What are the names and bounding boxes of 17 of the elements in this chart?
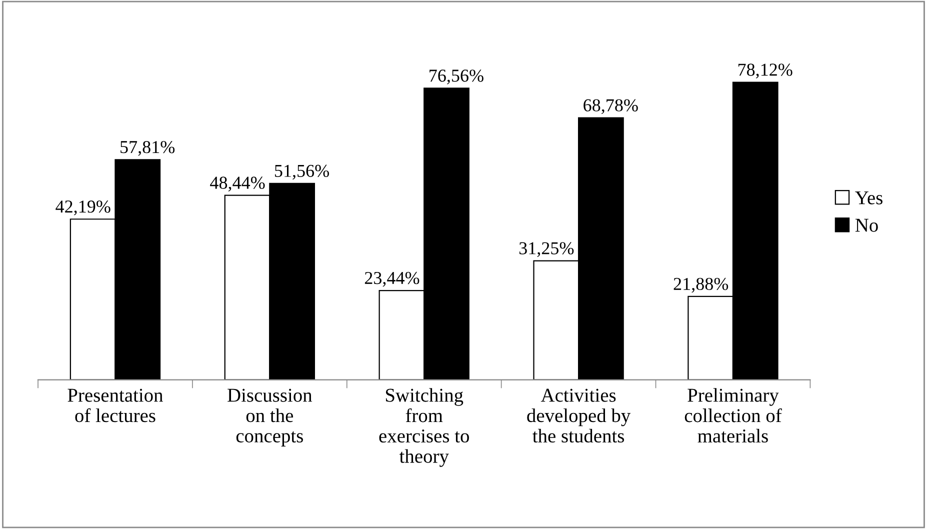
x-tick-label: Switching from exercises to theory — [379, 388, 469, 467]
data-label: 48,44% — [210, 176, 265, 192]
data-label: 31,25% — [519, 242, 574, 257]
data-label: 68,78% — [584, 99, 638, 114]
data-label: 51,56% — [274, 164, 329, 180]
data-label: 21,88% — [674, 278, 728, 293]
data-label: 76,56% — [430, 70, 484, 84]
data-label: 42,19% — [56, 200, 110, 216]
x-tick-label: Preliminary collection of materials — [684, 388, 782, 443]
data-label: 78,12% — [738, 64, 792, 78]
x-tick-label: Presentation of lectures — [68, 388, 163, 422]
data-label: 57,81% — [120, 140, 175, 156]
data-label: 23,44% — [364, 272, 420, 287]
legend-label: No — [855, 218, 878, 232]
x-tick-label: Discussion on the concepts — [228, 388, 312, 446]
x-tick-label: Activities developed by the students — [527, 388, 631, 443]
legend-label: Yes — [855, 191, 882, 204]
